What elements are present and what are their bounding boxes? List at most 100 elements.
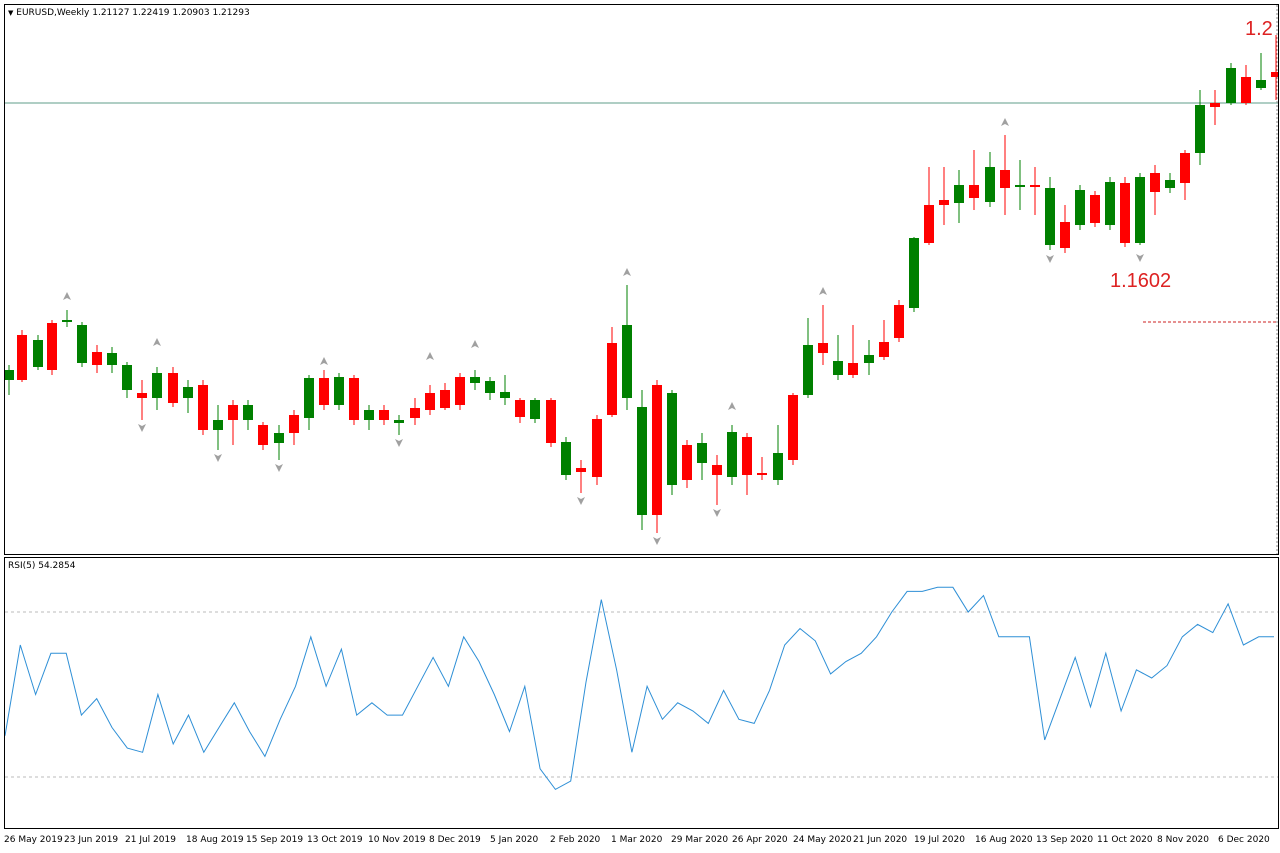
candle[interactable] <box>985 152 995 207</box>
candle[interactable] <box>258 422 268 450</box>
candle[interactable] <box>637 390 647 530</box>
candle[interactable] <box>198 380 208 435</box>
dropdown-arrow-icon[interactable]: ▼ <box>8 9 14 17</box>
candle[interactable] <box>289 410 299 445</box>
candle[interactable] <box>954 170 964 223</box>
rsi-chart[interactable] <box>5 558 1278 828</box>
candle[interactable] <box>334 373 344 410</box>
candle[interactable] <box>470 370 480 390</box>
candle[interactable] <box>394 415 404 435</box>
candle[interactable] <box>1015 160 1025 210</box>
candle[interactable] <box>894 300 904 342</box>
rsi-series-line[interactable] <box>5 586 1274 791</box>
time-axis: 26 May 2019 23 Jun 2019 21 Jul 2019 18 A… <box>0 829 1280 853</box>
candle[interactable] <box>33 335 43 370</box>
candle[interactable] <box>909 237 919 312</box>
candle[interactable] <box>1045 177 1055 250</box>
candle-body <box>1256 80 1266 88</box>
candle[interactable] <box>17 330 27 382</box>
candle[interactable] <box>168 367 178 407</box>
price-chart-panel[interactable]: 1.1602 1.2 ▼ EURUSD,Weekly 1.21127 1.224… <box>4 4 1279 555</box>
candle[interactable] <box>530 398 540 423</box>
candle[interactable] <box>803 318 813 398</box>
candle[interactable] <box>1150 165 1160 215</box>
candle[interactable] <box>607 327 617 417</box>
candle-body <box>939 200 949 205</box>
candle[interactable] <box>561 437 571 480</box>
candle-body <box>410 408 420 418</box>
candle-body <box>5 370 14 380</box>
candle[interactable] <box>47 320 57 375</box>
candle-body <box>1030 185 1040 187</box>
candle[interactable] <box>848 325 858 378</box>
candle[interactable] <box>924 167 934 245</box>
candle[interactable] <box>77 322 87 367</box>
candle[interactable] <box>757 457 767 480</box>
time-axis-label: 19 Jul 2020 <box>914 835 965 845</box>
candle-body <box>848 363 858 375</box>
candle[interactable] <box>152 367 162 410</box>
candle[interactable] <box>349 375 359 425</box>
candle[interactable] <box>1105 177 1115 230</box>
candle[interactable] <box>1030 167 1040 215</box>
candle[interactable] <box>742 433 752 495</box>
candle[interactable] <box>1000 135 1010 215</box>
candle[interactable] <box>773 425 783 485</box>
candle[interactable] <box>455 373 465 410</box>
candle[interactable] <box>92 345 102 373</box>
candle[interactable] <box>1135 173 1145 245</box>
candle[interactable] <box>833 335 843 380</box>
candle[interactable] <box>864 340 874 375</box>
candle[interactable] <box>228 400 238 445</box>
candle[interactable] <box>425 385 435 415</box>
candle[interactable] <box>304 375 314 430</box>
candle[interactable] <box>1195 90 1205 165</box>
candle[interactable] <box>546 398 556 447</box>
candle[interactable] <box>969 150 979 210</box>
rsi-panel[interactable]: RSI(5) 54.2854 <box>4 557 1279 829</box>
candle[interactable] <box>727 425 737 485</box>
candle[interactable] <box>592 415 602 485</box>
candle[interactable] <box>939 167 949 225</box>
candle[interactable] <box>652 380 662 533</box>
candle[interactable] <box>1090 191 1100 227</box>
candle[interactable] <box>1256 53 1266 90</box>
candle[interactable] <box>1210 90 1220 125</box>
candle[interactable] <box>364 405 374 430</box>
candle[interactable] <box>622 285 632 410</box>
candle[interactable] <box>107 347 117 373</box>
candle[interactable] <box>682 440 692 488</box>
candle[interactable] <box>213 405 223 450</box>
candle[interactable] <box>243 400 253 430</box>
candle[interactable] <box>319 370 329 410</box>
candle[interactable] <box>379 405 389 425</box>
candle[interactable] <box>122 362 132 398</box>
candle[interactable] <box>788 393 798 465</box>
candle[interactable] <box>485 377 495 400</box>
candle[interactable] <box>5 365 14 395</box>
candle[interactable] <box>1060 205 1070 253</box>
candle[interactable] <box>137 380 147 420</box>
candle[interactable] <box>712 455 722 505</box>
candle-body <box>1015 185 1025 187</box>
candle[interactable] <box>1075 185 1085 230</box>
candle[interactable] <box>500 375 510 405</box>
candle[interactable] <box>818 305 828 365</box>
candle[interactable] <box>667 390 677 495</box>
candle[interactable] <box>1241 65 1251 105</box>
candle[interactable] <box>515 398 525 423</box>
candle[interactable] <box>879 320 889 360</box>
candle[interactable] <box>1180 150 1190 200</box>
candle[interactable] <box>274 425 284 460</box>
candle[interactable] <box>697 433 707 480</box>
candle[interactable] <box>440 383 450 410</box>
candle[interactable] <box>62 310 72 327</box>
candle[interactable] <box>1120 177 1130 247</box>
candle[interactable] <box>576 460 586 493</box>
candlestick-chart[interactable]: 1.1602 1.2 <box>5 5 1278 554</box>
candle[interactable] <box>183 380 193 413</box>
candle[interactable] <box>410 398 420 425</box>
candle[interactable] <box>1165 173 1175 193</box>
candle[interactable] <box>1271 35 1278 100</box>
candle[interactable] <box>1226 63 1236 105</box>
